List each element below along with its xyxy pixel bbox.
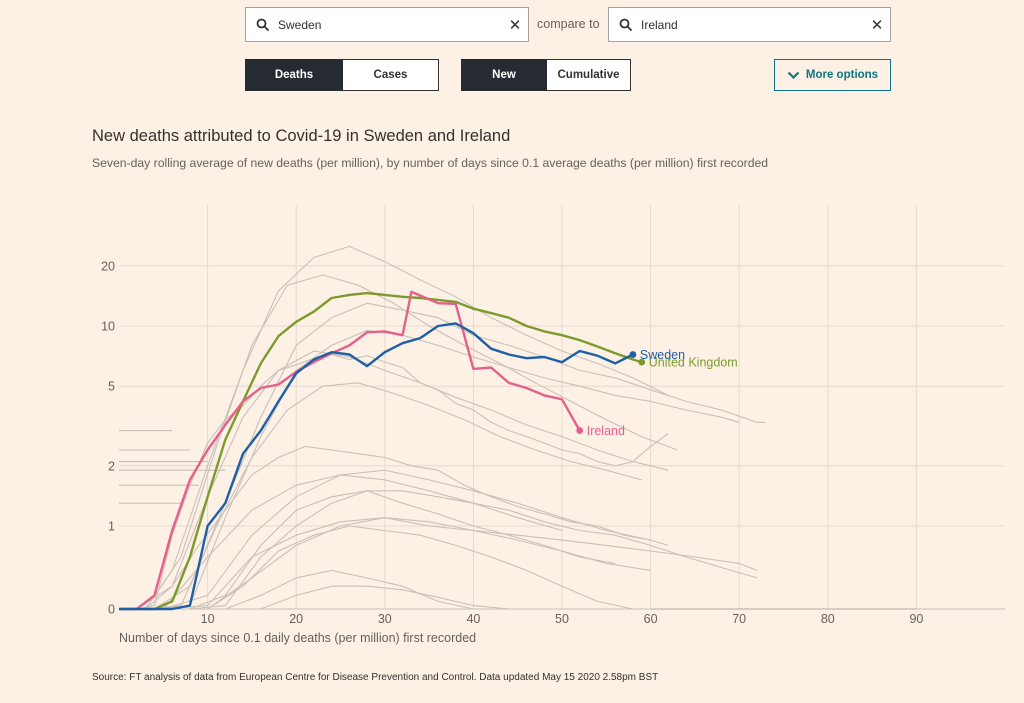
new-toggle-button[interactable]: New — [461, 59, 547, 91]
series-line-ireland — [119, 290, 581, 611]
country-search-value: Sweden — [278, 17, 322, 32]
series-endpoint-ireland — [576, 427, 584, 434]
x-axis-label: Number of days since 0.1 daily deaths (p… — [119, 631, 476, 645]
background-country-line — [136, 525, 634, 610]
background-country-line — [145, 382, 642, 610]
background-country-line — [119, 353, 669, 610]
metric-toggle: Deaths Cases — [245, 59, 439, 91]
series-endpoint-sweden — [629, 351, 637, 358]
background-country-line — [154, 302, 766, 610]
more-options-button[interactable]: More options — [774, 59, 891, 91]
background-country-line — [119, 490, 616, 610]
y-tick-label: 5 — [108, 380, 115, 394]
more-options-label: More options — [805, 69, 879, 81]
series-label-ireland: Ireland — [587, 424, 625, 438]
search-icon — [256, 18, 270, 31]
chevron-down-icon — [787, 71, 800, 79]
deaths-toggle-button[interactable]: Deaths — [245, 59, 343, 91]
cumulative-toggle-button[interactable]: Cumulative — [547, 59, 631, 91]
x-tick-label: 60 — [644, 612, 658, 626]
x-tick-label: 80 — [821, 612, 835, 626]
x-tick-label: 40 — [466, 612, 480, 626]
series-label-united-kingdom: United Kingdom — [649, 356, 738, 370]
x-tick-label: 90 — [909, 612, 923, 626]
background-country-line — [119, 517, 758, 610]
x-tick-label: 70 — [732, 612, 746, 626]
y-tick-label: 2 — [108, 459, 115, 473]
chart: United Kingdom Ireland Sweden 0 1 2 5 10 20 10 20 3… — [101, 205, 1005, 645]
y-tick-label: 0 — [108, 603, 115, 617]
x-tick-label: 10 — [201, 612, 215, 626]
background-country-line — [119, 490, 758, 610]
country-search-input[interactable]: Sweden ✕ — [245, 7, 529, 42]
series-endpoint-united-kingdom — [638, 358, 646, 366]
background-country-line — [145, 245, 669, 610]
compare-search-value: Ireland — [641, 17, 678, 32]
cases-toggle-button[interactable]: Cases — [343, 59, 439, 91]
y-tick-label: 10 — [101, 320, 115, 334]
background-country-line — [119, 469, 669, 610]
chart-subtitle: Seven-day rolling average of new deaths … — [92, 156, 769, 170]
background-country-line — [136, 350, 669, 610]
mode-toggle: New Cumulative — [461, 59, 631, 91]
source-note: Source: FT analysis of data from Europea… — [92, 672, 659, 683]
series-line-united-kingdom — [119, 291, 643, 611]
series-line-sweden — [119, 322, 634, 611]
chart-title: New deaths attributed to Covid-19 in Swe… — [92, 127, 511, 145]
close-icon[interactable]: ✕ — [870, 16, 884, 34]
x-tick-label: 20 — [289, 612, 303, 626]
series-label-sweden: Sweden — [640, 348, 685, 362]
x-tick-label: 50 — [555, 612, 569, 626]
compare-label: compare to — [537, 17, 600, 31]
background-country-line — [119, 445, 651, 610]
background-country-line — [154, 329, 740, 610]
background-country-line — [119, 474, 563, 610]
x-tick-label: 30 — [378, 612, 392, 626]
search-icon — [619, 18, 633, 31]
y-tick-label: 1 — [108, 520, 115, 534]
close-icon[interactable]: ✕ — [508, 16, 522, 34]
y-tick-label: 20 — [101, 259, 115, 273]
compare-search-input[interactable]: Ireland ✕ — [608, 7, 891, 42]
background-country-line — [145, 274, 678, 610]
